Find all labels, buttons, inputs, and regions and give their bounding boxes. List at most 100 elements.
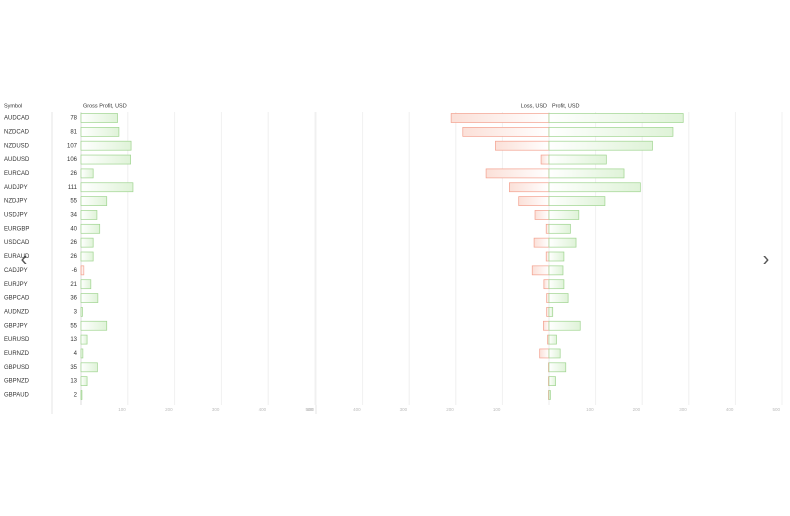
profit-bar — [548, 182, 641, 193]
gross-bar — [80, 182, 134, 193]
loss-bar — [509, 182, 550, 193]
gross-bar — [80, 320, 108, 331]
symbol: AUDCAD — [4, 116, 30, 122]
gross-bar — [80, 307, 83, 317]
gross-bar — [80, 390, 83, 400]
profit-bar — [548, 307, 554, 317]
symbol: GBPAUD — [4, 393, 30, 399]
header-gross: Gross Profit, USD — [83, 103, 127, 109]
symbol: NZDJPY — [4, 199, 27, 205]
symbol: AUDUSD — [4, 157, 30, 163]
profit-bar — [548, 140, 653, 151]
loss-bar — [545, 251, 550, 262]
gross-value: 55 — [70, 323, 77, 329]
loss-x-tick-label: 200 — [446, 407, 454, 412]
gross-bar — [80, 223, 101, 234]
gross-value: 78 — [70, 116, 77, 122]
profit-bar — [548, 293, 569, 303]
symbol: NZDCAD — [4, 129, 30, 135]
profit-bar — [548, 376, 556, 386]
loss-bar — [545, 223, 550, 234]
profit-bar — [548, 362, 567, 373]
profit-bar — [548, 348, 561, 359]
symbol: USDCAD — [4, 240, 30, 246]
profit-bar — [548, 126, 674, 137]
gross-value: 35 — [70, 365, 77, 371]
header-symbol: Symbol — [4, 103, 22, 109]
loss-bar — [543, 279, 550, 290]
loss-bar — [495, 140, 550, 151]
profit-x-tick-label: 500 — [772, 407, 780, 412]
profit-x-tick-label: 300 — [679, 407, 687, 412]
gross-value: 107 — [67, 143, 78, 149]
symbol: GBPUSD — [4, 365, 30, 371]
profit-x-tick-label: 400 — [726, 407, 734, 412]
profit-bar — [548, 320, 581, 331]
gross-bar — [80, 279, 92, 290]
profit-bar — [548, 223, 571, 234]
gross-value: 13 — [70, 337, 77, 343]
gross-value: 55 — [70, 199, 77, 205]
x-tick-label: 200 — [165, 407, 173, 412]
gross-bar — [80, 362, 98, 373]
symbol: EURAUD — [4, 254, 30, 260]
gross-bar — [80, 210, 98, 220]
profit-bar — [548, 390, 551, 400]
loss-x-tick-label: 100 — [493, 407, 501, 412]
gross-value: 26 — [70, 254, 77, 260]
gross-bar — [80, 251, 94, 262]
profit-bar — [548, 210, 580, 220]
gross-bar — [80, 113, 118, 123]
loss-bar — [531, 265, 550, 276]
gross-bar — [80, 376, 88, 386]
profit-x-tick-label: 100 — [586, 407, 594, 412]
profit-bar — [548, 279, 565, 290]
loss-bar — [543, 320, 550, 331]
symbol: EURJPY — [4, 282, 28, 288]
symbol: EURNZD — [4, 351, 30, 357]
loss-bar — [539, 348, 550, 359]
next-arrow[interactable]: › — [763, 248, 770, 270]
loss-x-tick-label: 300 — [400, 407, 408, 412]
loss-bar — [462, 126, 550, 137]
profit-bar — [548, 168, 625, 179]
loss-bar — [534, 210, 550, 220]
profit-bar — [548, 251, 565, 262]
loss-bar — [485, 168, 550, 179]
gross-value: 26 — [70, 171, 77, 177]
loss-x-tick-label: 500 — [306, 407, 314, 412]
gross-value: 21 — [70, 282, 77, 288]
loss-bar — [518, 196, 550, 206]
header-profit: Profit, USD — [552, 103, 580, 109]
profit-bar — [548, 334, 557, 345]
gross-value: 36 — [70, 296, 77, 302]
gross-bar — [80, 168, 94, 179]
x-tick-label: 500 — [305, 407, 313, 412]
symbol: AUDJPY — [4, 185, 28, 191]
gross-value: 111 — [68, 185, 78, 191]
gross-bar — [80, 140, 132, 151]
symbol: EURCAD — [4, 171, 30, 177]
symbol: GBPNZD — [4, 379, 30, 385]
gross-value: 4 — [74, 351, 78, 357]
symbol: GBPCAD — [4, 296, 30, 302]
loss-bar — [540, 154, 550, 165]
loss-bar — [450, 113, 550, 123]
gross-value: 26 — [70, 240, 77, 246]
profit-bar — [548, 237, 577, 248]
symbol: NZDUSD — [4, 143, 30, 149]
symbol: USDJPY — [4, 213, 28, 219]
loss-x-tick-label: 400 — [353, 407, 361, 412]
x-tick-label: 300 — [212, 407, 220, 412]
prev-arrow[interactable]: ‹ — [21, 248, 28, 270]
gross-bar — [80, 334, 88, 345]
symbol: AUDNZD — [4, 309, 30, 315]
symbol: CADJPY — [4, 268, 28, 274]
gross-value: 2 — [74, 393, 78, 399]
gross-bar — [80, 126, 120, 137]
gross-value: 3 — [74, 309, 78, 315]
gross-value: 81 — [70, 129, 77, 135]
profit-bar — [548, 113, 684, 123]
